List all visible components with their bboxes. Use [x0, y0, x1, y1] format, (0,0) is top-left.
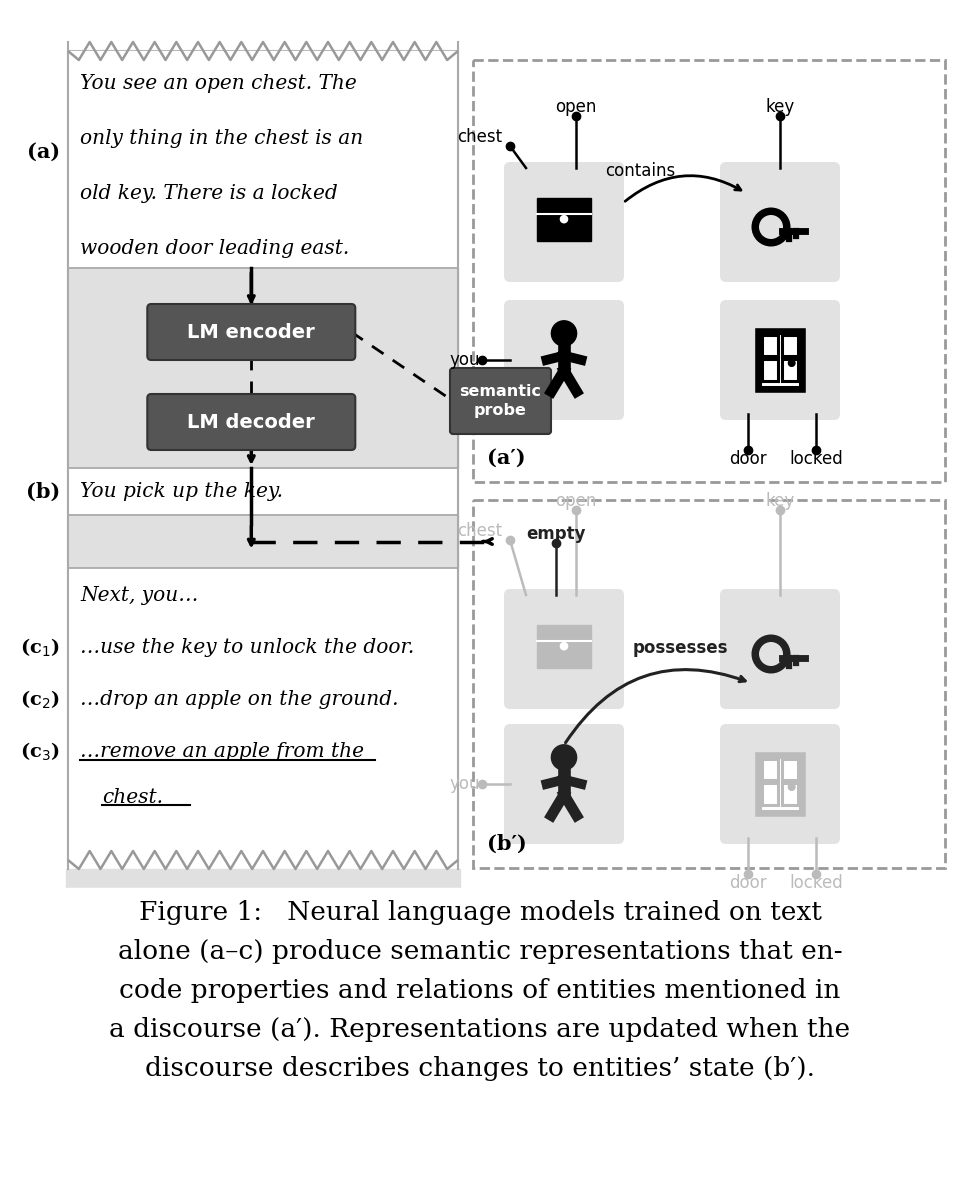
- Circle shape: [788, 360, 795, 366]
- Text: (a): (a): [27, 142, 60, 162]
- Text: locked: locked: [789, 450, 843, 468]
- Text: key: key: [765, 492, 795, 510]
- Text: code properties and relations of entities mentioned in: code properties and relations of entitie…: [119, 978, 841, 1003]
- Text: (c$_1$): (c$_1$): [20, 637, 60, 659]
- Text: You pick up the key.: You pick up the key.: [80, 482, 283, 502]
- Text: (b): (b): [26, 481, 60, 502]
- Text: a discourse (a′). Representations are updated when the: a discourse (a′). Representations are up…: [109, 1016, 851, 1042]
- Text: LM decoder: LM decoder: [187, 413, 316, 432]
- Text: …drop an apple on the ground.: …drop an apple on the ground.: [80, 690, 399, 709]
- Bar: [757, 330, 804, 390]
- Bar: [537, 214, 591, 241]
- Text: you: you: [450, 775, 480, 793]
- Bar: [761, 784, 779, 804]
- Text: old key. There is a locked: old key. There is a locked: [80, 184, 338, 203]
- Text: locked: locked: [789, 874, 843, 892]
- Text: …remove an apple from the: …remove an apple from the: [80, 742, 364, 761]
- FancyBboxPatch shape: [148, 394, 355, 450]
- Text: chest: chest: [456, 128, 502, 146]
- Bar: [537, 625, 591, 641]
- Text: (a′): (a′): [487, 448, 526, 468]
- Circle shape: [560, 642, 568, 649]
- Bar: [782, 758, 799, 780]
- Bar: [757, 754, 804, 815]
- Text: you: you: [450, 350, 480, 370]
- Text: possesses: possesses: [632, 638, 728, 658]
- Text: key: key: [765, 98, 795, 116]
- FancyBboxPatch shape: [148, 304, 355, 360]
- Bar: [782, 359, 799, 380]
- Text: chest.: chest.: [102, 788, 163, 806]
- Bar: [537, 198, 591, 214]
- FancyBboxPatch shape: [720, 300, 840, 420]
- FancyBboxPatch shape: [450, 368, 551, 434]
- FancyBboxPatch shape: [504, 300, 624, 420]
- Circle shape: [560, 216, 568, 223]
- Text: Figure 1:   Neural language models trained on text: Figure 1: Neural language models trained…: [138, 900, 822, 925]
- Text: wooden door leading east.: wooden door leading east.: [80, 239, 349, 258]
- Text: (b′): (b′): [487, 834, 526, 854]
- FancyBboxPatch shape: [720, 589, 840, 709]
- Text: LM encoder: LM encoder: [187, 323, 316, 342]
- Text: Next, you…: Next, you…: [80, 586, 199, 605]
- Text: open: open: [555, 98, 596, 116]
- FancyBboxPatch shape: [720, 162, 840, 282]
- Text: discourse describes changes to entities’ state (b′).: discourse describes changes to entities’…: [145, 1056, 815, 1081]
- Text: only thing in the chest is an: only thing in the chest is an: [80, 128, 363, 148]
- Text: (c$_2$): (c$_2$): [20, 689, 60, 712]
- Bar: [68, 50, 458, 860]
- Text: door: door: [729, 450, 767, 468]
- Bar: [761, 335, 779, 356]
- Text: alone (a–c) produce semantic representations that en-: alone (a–c) produce semantic representat…: [118, 938, 842, 964]
- Text: empty: empty: [526, 526, 586, 542]
- Text: contains: contains: [605, 162, 675, 180]
- Text: open: open: [555, 492, 596, 510]
- Text: door: door: [729, 874, 767, 892]
- Text: You see an open chest. The: You see an open chest. The: [80, 74, 357, 92]
- Bar: [782, 335, 799, 356]
- Text: (c$_3$): (c$_3$): [20, 740, 60, 763]
- Bar: [782, 784, 799, 804]
- Bar: [473, 60, 945, 482]
- Bar: [473, 500, 945, 868]
- Bar: [761, 359, 779, 380]
- FancyBboxPatch shape: [504, 724, 624, 844]
- Text: semantic
probe: semantic probe: [459, 384, 542, 418]
- Text: chest: chest: [456, 522, 502, 540]
- Circle shape: [551, 745, 576, 770]
- Bar: [760, 334, 800, 386]
- Text: …use the key to unlock the door.: …use the key to unlock the door.: [80, 638, 414, 658]
- FancyBboxPatch shape: [720, 724, 840, 844]
- Bar: [760, 757, 800, 811]
- Bar: [537, 641, 591, 667]
- Bar: [761, 758, 779, 780]
- Circle shape: [551, 320, 576, 346]
- Circle shape: [788, 784, 795, 791]
- FancyBboxPatch shape: [504, 162, 624, 282]
- FancyBboxPatch shape: [504, 589, 624, 709]
